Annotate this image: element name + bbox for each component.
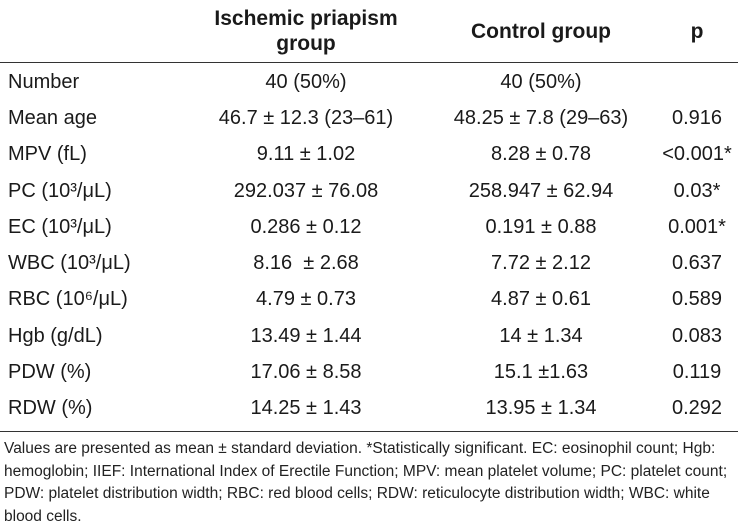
cell-p: 0.292: [671, 397, 723, 420]
cell-group2: 15.1 ±1.63: [493, 361, 589, 384]
cell-p: 0.03*: [673, 179, 721, 202]
table-row: PC (10³/μL) 292.037 ± 76.08 258.947 ± 62…: [0, 173, 738, 209]
cell-group2: 0.191 ± 0.88: [485, 215, 597, 238]
cell-group1: 8.16 ± 2.68: [253, 252, 359, 275]
table-header: Ischemic priapism group Control group p: [0, 0, 738, 63]
cell-group1: 14.25 ± 1.43: [250, 397, 362, 420]
row-label: Mean age: [8, 106, 97, 129]
cell-p: 0.001*: [668, 215, 726, 238]
cell-group2: 258.947 ± 62.94: [468, 179, 614, 202]
table-row: Mean age 46.7 ± 12.3 (23–61) 48.25 ± 7.8…: [0, 100, 738, 136]
cell-group1: 0.286 ± 0.12: [250, 215, 362, 238]
cell-p: <0.001*: [662, 143, 732, 166]
cell-group1: 40 (50%): [265, 70, 347, 93]
table-row: PDW (%) 17.06 ± 8.58 15.1 ±1.63 0.119: [0, 354, 738, 390]
table-row: MPV (fL) 9.11 ± 1.02 8.28 ± 0.78 <0.001*: [0, 137, 738, 173]
row-label: RBC (10⁶/μL): [8, 288, 128, 311]
cell-p: 0.083: [671, 324, 723, 347]
cell-group1: 292.037 ± 76.08: [233, 179, 379, 202]
cell-p: 0.916: [671, 106, 723, 129]
table-row: EC (10³/μL) 0.286 ± 0.12 0.191 ± 0.88 0.…: [0, 209, 738, 245]
cell-group1: 4.79 ± 0.73: [256, 288, 356, 311]
cell-group1: 9.11 ± 1.02: [256, 143, 356, 166]
row-label: PC (10³/μL): [8, 179, 112, 202]
row-label: EC (10³/μL): [8, 215, 112, 238]
cell-group2: 40 (50%): [500, 70, 582, 93]
table-body: Number 40 (50%) 40 (50%) Mean age 46.7 ±…: [0, 63, 738, 432]
header-control-group: Control group: [471, 19, 611, 43]
cell-group2: 4.87 ± 0.61: [491, 288, 591, 311]
row-label: WBC (10³/μL): [8, 252, 131, 275]
table-row: RBC (10⁶/μL) 4.79 ± 0.73 4.87 ± 0.61 0.5…: [0, 282, 738, 318]
table-row: RDW (%) 14.25 ± 1.43 13.95 ± 1.34 0.292: [0, 391, 738, 427]
cell-p: 0.637: [671, 252, 723, 275]
cell-group2: 8.28 ± 0.78: [491, 143, 591, 166]
table-row: Number 40 (50%) 40 (50%): [0, 64, 738, 100]
cell-group2: 13.95 ± 1.34: [485, 397, 597, 420]
cell-p: 0.119: [672, 361, 722, 384]
cell-group2: 14 ± 1.34: [499, 324, 583, 347]
cell-p: 0.589: [671, 288, 723, 311]
row-label: RDW (%): [8, 397, 93, 420]
cell-group2: 48.25 ± 7.8 (29–63): [453, 106, 629, 129]
table-row: WBC (10³/μL) 8.16 ± 2.68 7.72 ± 2.12 0.6…: [0, 245, 738, 281]
table-footnote: Values are presented as mean ± standard …: [4, 439, 728, 525]
cell-group1: 46.7 ± 12.3 (23–61): [218, 106, 394, 129]
row-label: MPV (fL): [8, 143, 87, 166]
cell-group2: 7.72 ± 2.12: [491, 252, 591, 275]
row-label: Hgb (g/dL): [8, 324, 103, 347]
row-label: PDW (%): [8, 361, 92, 384]
header-ischemic-priapism-group: Ischemic priapism group: [214, 7, 398, 55]
header-p-value: p: [690, 19, 704, 43]
cell-group1: 17.06 ± 8.58: [250, 361, 362, 384]
table-row: Hgb (g/dL) 13.49 ± 1.44 14 ± 1.34 0.083: [0, 318, 738, 354]
cell-group1: 13.49 ± 1.44: [250, 324, 362, 347]
row-label: Number: [8, 70, 80, 93]
